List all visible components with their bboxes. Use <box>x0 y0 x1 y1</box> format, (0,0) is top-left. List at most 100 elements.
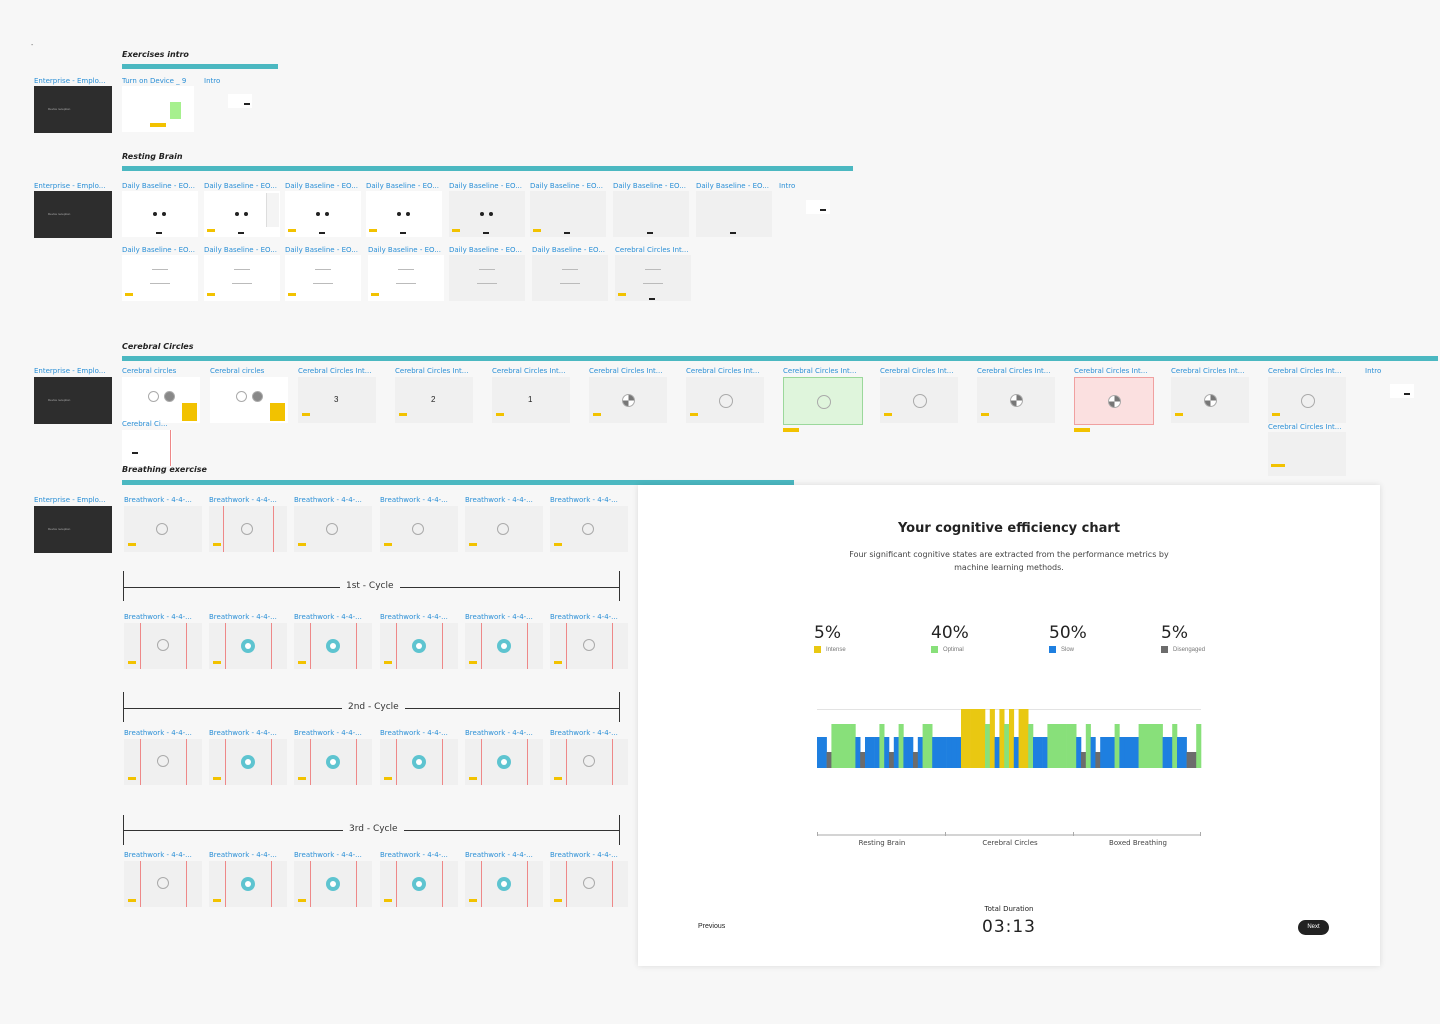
frame-thumbnail[interactable]: 1 <box>492 377 570 423</box>
frame-label[interactable]: Cerebral circles <box>122 367 177 375</box>
frame-thumbnail[interactable] <box>210 377 288 423</box>
frame-thumbnail[interactable] <box>380 739 458 785</box>
frame-thumbnail[interactable] <box>1390 384 1414 398</box>
frame-label[interactable]: Daily Baseline - EO... <box>204 246 277 254</box>
frame-thumbnail[interactable] <box>449 191 525 237</box>
frame-thumbnail[interactable] <box>380 861 458 907</box>
frame-thumbnail[interactable]: 2 <box>395 377 473 423</box>
frame-thumbnail[interactable] <box>294 506 372 552</box>
frame-thumbnail-dark[interactable]: Device reception <box>34 506 112 553</box>
frame-thumbnail[interactable]: 3 <box>298 377 376 423</box>
frame-label[interactable]: Breathwork - 4-4-... <box>550 851 618 859</box>
row-label[interactable]: Enterprise - Emplo... <box>34 367 106 375</box>
frame-label[interactable]: Breathwork - 4-4-... <box>124 496 192 504</box>
frame-thumbnail[interactable] <box>1074 377 1154 425</box>
frame-thumbnail[interactable] <box>368 255 444 301</box>
frame-thumbnail[interactable] <box>204 191 280 237</box>
frame-label[interactable]: Breathwork - 4-4-... <box>294 851 362 859</box>
frame-label[interactable]: Breathwork - 4-4-... <box>550 729 618 737</box>
frame-label[interactable]: Daily Baseline - EO... <box>530 182 603 190</box>
frame-thumbnail[interactable] <box>122 377 200 423</box>
frame-label[interactable]: Cerebral Circles Int... <box>686 367 760 375</box>
frame-label[interactable]: Breathwork - 4-4-... <box>294 729 362 737</box>
frame-label[interactable]: Breathwork - 4-4-... <box>465 496 533 504</box>
frame-label[interactable]: Cerebral circles <box>210 367 265 375</box>
row-label[interactable]: Enterprise - Emplo... <box>34 77 106 85</box>
frame-label[interactable]: Intro <box>1365 367 1382 375</box>
frame-thumbnail[interactable] <box>532 255 608 301</box>
frame-label[interactable]: Daily Baseline - EO... <box>613 182 686 190</box>
frame-thumbnail[interactable] <box>465 623 543 669</box>
frame-label[interactable]: Breathwork - 4-4-... <box>380 496 448 504</box>
frame-label[interactable]: Breathwork - 4-4-... <box>550 496 618 504</box>
frame-label[interactable]: Breathwork - 4-4-... <box>209 613 277 621</box>
frame-label[interactable]: Daily Baseline - EO... <box>368 246 441 254</box>
frame-thumbnail[interactable] <box>977 377 1055 423</box>
frame-label[interactable]: Cerebral Circles Int... <box>395 367 469 375</box>
frame-thumbnail-dark[interactable]: Device reception <box>34 191 112 238</box>
frame-label[interactable]: Daily Baseline - EO... <box>122 246 195 254</box>
frame-thumbnail[interactable] <box>380 506 458 552</box>
frame-label[interactable]: Daily Baseline - EO... <box>285 182 358 190</box>
frame-thumbnail[interactable] <box>550 739 628 785</box>
frame-label[interactable]: Cerebral Circles Int... <box>880 367 954 375</box>
frame-thumbnail[interactable] <box>294 739 372 785</box>
frame-thumbnail[interactable] <box>366 191 442 237</box>
frame-thumbnail[interactable] <box>1171 377 1249 423</box>
frame-thumbnail[interactable] <box>880 377 958 423</box>
frame-thumbnail[interactable] <box>204 255 280 301</box>
frame-label[interactable]: Breathwork - 4-4-... <box>124 729 192 737</box>
frame-label[interactable]: Daily Baseline - EO... <box>285 246 358 254</box>
frame-thumbnail[interactable] <box>209 861 287 907</box>
frame-thumbnail[interactable] <box>550 623 628 669</box>
frame-thumbnail[interactable] <box>122 86 194 132</box>
frame-label[interactable]: Turn on Device _ 9 <box>122 77 187 85</box>
previous-button[interactable]: Previous <box>698 923 726 930</box>
frame-thumbnail[interactable] <box>124 861 202 907</box>
row-label[interactable]: Enterprise - Emplo... <box>34 182 106 190</box>
row-label[interactable]: Enterprise - Emplo... <box>34 496 106 504</box>
frame-label[interactable]: Cerebral Circles Int... <box>1074 367 1148 375</box>
frame-label[interactable]: Cerebral Circles Int... <box>1268 367 1342 375</box>
frame-label[interactable]: Breathwork - 4-4-... <box>465 729 533 737</box>
frame-thumbnail[interactable] <box>294 861 372 907</box>
frame-label[interactable]: Breathwork - 4-4-... <box>294 496 362 504</box>
frame-label[interactable]: Daily Baseline - EO... <box>449 246 522 254</box>
frame-thumbnail[interactable] <box>686 377 764 423</box>
frame-thumbnail-dark[interactable]: Device reception <box>34 86 112 133</box>
frame-thumbnail[interactable] <box>122 430 172 466</box>
frame-label[interactable]: Breathwork - 4-4-... <box>124 851 192 859</box>
frame-label[interactable]: Intro <box>204 77 221 85</box>
frame-label[interactable]: Breathwork - 4-4-... <box>380 851 448 859</box>
frame-label[interactable]: Cerebral Circles Int... <box>615 246 689 254</box>
frame-label[interactable]: Breathwork - 4-4-... <box>209 496 277 504</box>
frame-thumbnail[interactable] <box>530 191 606 237</box>
frame-thumbnail[interactable] <box>380 623 458 669</box>
frame-thumbnail[interactable] <box>806 200 830 214</box>
frame-thumbnail[interactable] <box>124 506 202 552</box>
frame-label[interactable]: Cerebral Circles Int... <box>589 367 663 375</box>
frame-label[interactable]: Intro <box>779 182 796 190</box>
frame-label[interactable]: Breathwork - 4-4-... <box>209 729 277 737</box>
frame-label[interactable]: Cerebral Circles Int... <box>783 367 857 375</box>
frame-label[interactable]: Breathwork - 4-4-... <box>294 613 362 621</box>
frame-label[interactable]: Cerebral Circles Int... <box>298 367 372 375</box>
frame-label[interactable]: Daily Baseline - EO... <box>122 182 195 190</box>
frame-label[interactable]: Cerebral Circles Int... <box>1171 367 1245 375</box>
frame-label[interactable]: Cerebral Circles Int... <box>977 367 1051 375</box>
frame-thumbnail[interactable] <box>209 739 287 785</box>
frame-thumbnail[interactable] <box>615 255 691 301</box>
frame-label[interactable]: Breathwork - 4-4-... <box>465 851 533 859</box>
frame-thumbnail[interactable] <box>124 739 202 785</box>
frame-thumbnail[interactable] <box>550 506 628 552</box>
frame-thumbnail[interactable] <box>613 191 689 237</box>
frame-label[interactable]: Cerebral Circles Int... <box>1268 423 1342 431</box>
frame-label[interactable]: Daily Baseline - EO... <box>696 182 769 190</box>
frame-label[interactable]: Breathwork - 4-4-... <box>380 613 448 621</box>
frame-label[interactable]: Daily Baseline - EO... <box>532 246 605 254</box>
frame-thumbnail[interactable] <box>449 255 525 301</box>
frame-label[interactable]: Breathwork - 4-4-... <box>380 729 448 737</box>
frame-thumbnail[interactable] <box>1268 432 1346 476</box>
frame-thumbnail[interactable] <box>1268 377 1346 423</box>
frame-thumbnail[interactable] <box>465 506 543 552</box>
